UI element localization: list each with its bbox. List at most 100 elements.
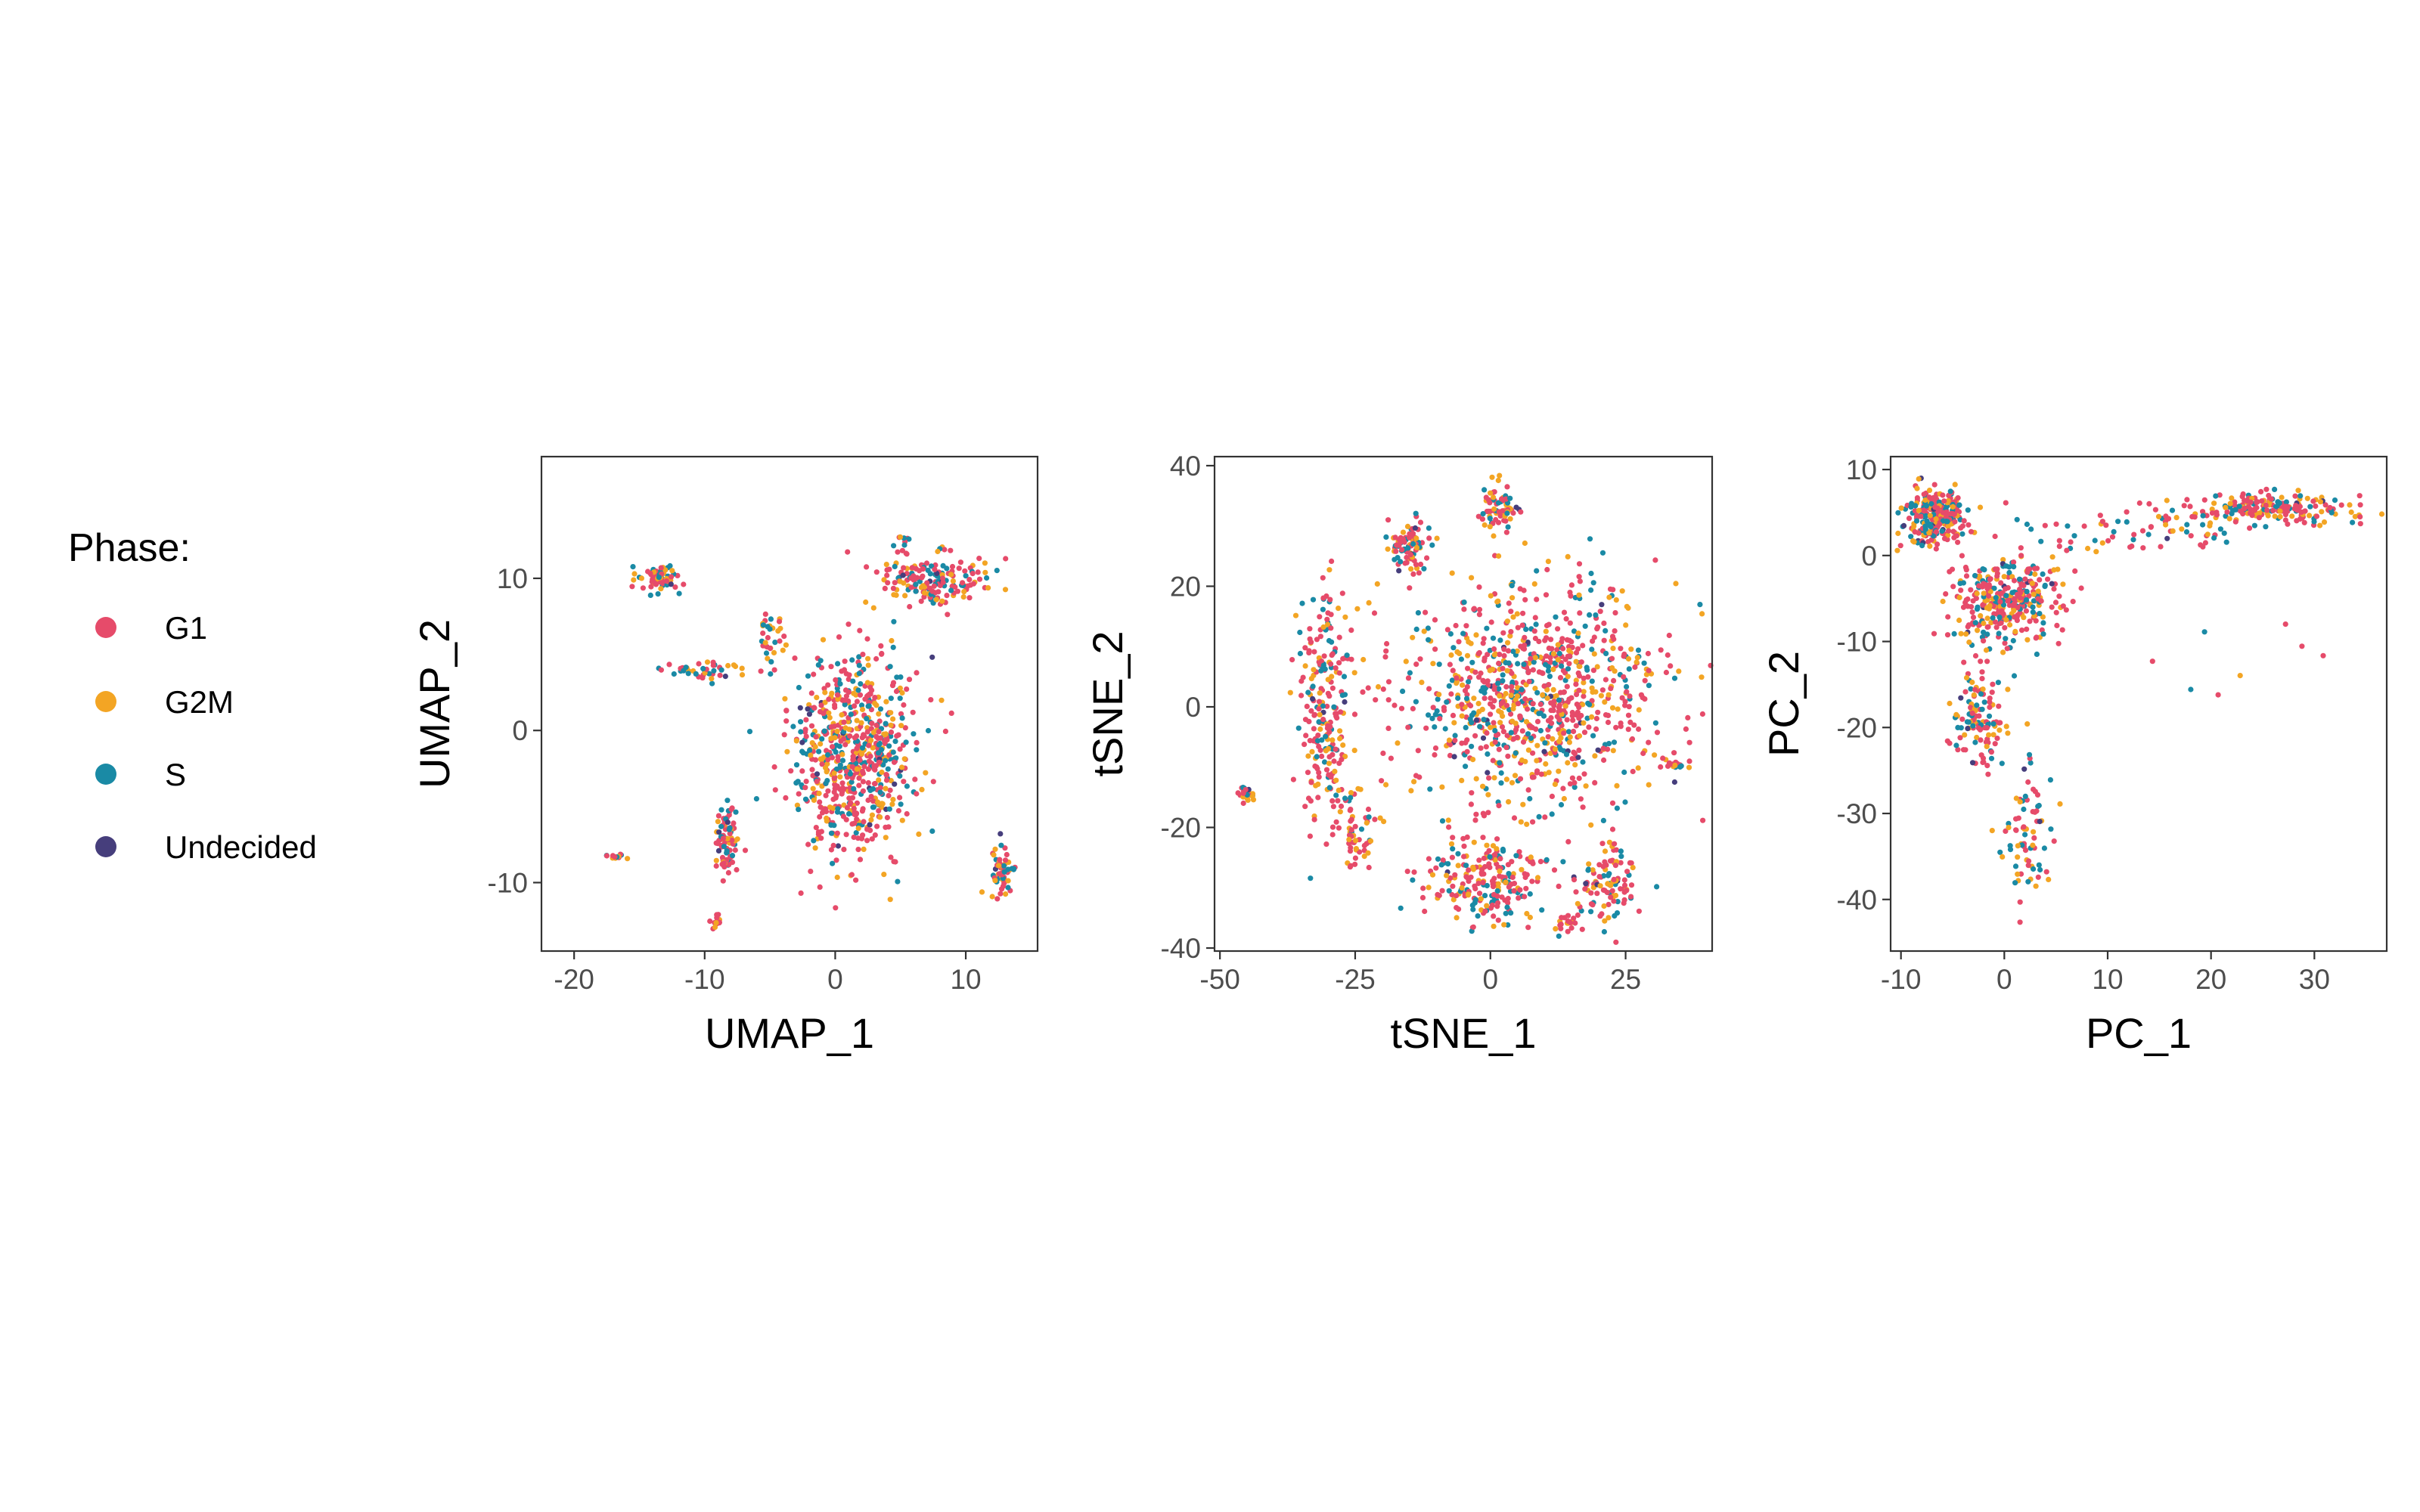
pca-point bbox=[2006, 569, 2012, 576]
tsne-point bbox=[1328, 661, 1334, 667]
umap-point bbox=[772, 640, 778, 646]
umap-point bbox=[1001, 863, 1007, 869]
umap-point bbox=[798, 890, 804, 896]
pca-point bbox=[1947, 740, 1953, 746]
umap-point bbox=[771, 764, 777, 770]
tsne-point bbox=[1505, 648, 1512, 654]
pca-point bbox=[2227, 500, 2233, 507]
tsne-point bbox=[1385, 725, 1392, 732]
pca-point bbox=[2188, 533, 2194, 539]
tsne-point bbox=[1465, 665, 1471, 671]
pca-point bbox=[1992, 533, 1998, 540]
tsne-point bbox=[1505, 922, 1511, 928]
tsne-point bbox=[1615, 899, 1621, 905]
tsne-point bbox=[1602, 677, 1609, 683]
tsne-point bbox=[1525, 787, 1531, 793]
tsne-point bbox=[1451, 720, 1457, 726]
tsne-point bbox=[1612, 841, 1618, 847]
tsne-point bbox=[1475, 913, 1481, 919]
tsne-point bbox=[1477, 723, 1483, 730]
tsne-point bbox=[1298, 692, 1305, 699]
tsne-point bbox=[1478, 745, 1484, 751]
umap-point bbox=[653, 581, 659, 587]
umap-point bbox=[865, 797, 871, 804]
umap-point bbox=[840, 813, 846, 820]
tsne-point bbox=[1388, 755, 1394, 761]
umap-point bbox=[901, 702, 907, 708]
umap-point bbox=[877, 789, 883, 795]
tsne-point bbox=[1484, 508, 1490, 515]
umap-point bbox=[847, 801, 853, 807]
tsne-point bbox=[1411, 779, 1417, 785]
umap-point bbox=[721, 844, 728, 850]
umap-point bbox=[833, 795, 839, 801]
tsne-point bbox=[1627, 719, 1634, 726]
pca-point bbox=[1943, 591, 1949, 597]
umap-point bbox=[816, 748, 822, 754]
pca-point bbox=[1895, 530, 1901, 537]
umap-point bbox=[939, 598, 945, 604]
pca-point bbox=[1978, 658, 1984, 665]
tsne-point bbox=[1506, 707, 1512, 713]
tsne-point bbox=[1365, 685, 1371, 691]
pca-point bbox=[2045, 576, 2051, 582]
umap-point bbox=[967, 582, 973, 588]
umap-point bbox=[796, 684, 802, 691]
umap-point bbox=[880, 762, 886, 768]
pca-point bbox=[1940, 518, 1946, 524]
pca-y-axis-title: PC_2 bbox=[1760, 651, 1807, 757]
tsne-point bbox=[1352, 855, 1358, 861]
umap-point bbox=[729, 860, 736, 866]
tsne-point bbox=[1491, 506, 1497, 512]
tsne-point bbox=[1426, 712, 1432, 718]
tsne-point bbox=[1593, 715, 1599, 722]
umap-point bbox=[913, 581, 919, 587]
tsne-point bbox=[1559, 915, 1565, 921]
tsne-point bbox=[1528, 655, 1534, 662]
tsne-point bbox=[1417, 656, 1423, 662]
umap-point bbox=[895, 549, 901, 555]
tsne-point bbox=[1336, 670, 1342, 676]
umap-point bbox=[811, 671, 817, 677]
tsne-point bbox=[1504, 668, 1510, 674]
pca-point bbox=[2200, 509, 2206, 515]
pca-point bbox=[2056, 593, 2062, 600]
tsne-point bbox=[1628, 860, 1634, 866]
umap-point bbox=[663, 578, 670, 584]
umap-point bbox=[859, 745, 866, 751]
tsne-point bbox=[1314, 637, 1320, 643]
tsne-point bbox=[1506, 871, 1512, 877]
tsne-point bbox=[1600, 745, 1606, 751]
umap-point bbox=[1003, 891, 1009, 897]
pca-point bbox=[2031, 829, 2037, 835]
umap-point bbox=[667, 562, 673, 569]
tsne-point bbox=[1429, 872, 1436, 878]
umap-point bbox=[834, 874, 840, 881]
pca-point bbox=[1950, 584, 1956, 590]
pca-point bbox=[2040, 614, 2046, 620]
pca-point bbox=[2022, 793, 2028, 799]
umap-point bbox=[833, 677, 839, 683]
umap-point bbox=[847, 733, 853, 739]
tsne-point bbox=[1511, 881, 1518, 887]
tsne-point bbox=[1609, 800, 1616, 806]
tsne-point bbox=[1420, 885, 1426, 891]
umap-point bbox=[762, 611, 768, 618]
pca-point bbox=[2214, 512, 2220, 518]
pca-point bbox=[2002, 624, 2008, 631]
tsne-point bbox=[1550, 686, 1556, 693]
tsne-point bbox=[1325, 677, 1331, 683]
pca-point bbox=[2005, 597, 2011, 604]
umap-point bbox=[877, 814, 883, 820]
tsne-point bbox=[1471, 710, 1477, 716]
tsne-point bbox=[1575, 754, 1581, 761]
pca-point bbox=[2237, 673, 2243, 679]
umap-point bbox=[899, 547, 905, 553]
tsne-point bbox=[1512, 773, 1519, 779]
pca-point bbox=[2099, 540, 2105, 546]
tsne-point bbox=[1590, 638, 1596, 644]
umap-point bbox=[884, 572, 890, 578]
umap-point bbox=[882, 585, 888, 592]
pca-point bbox=[2007, 621, 2013, 628]
